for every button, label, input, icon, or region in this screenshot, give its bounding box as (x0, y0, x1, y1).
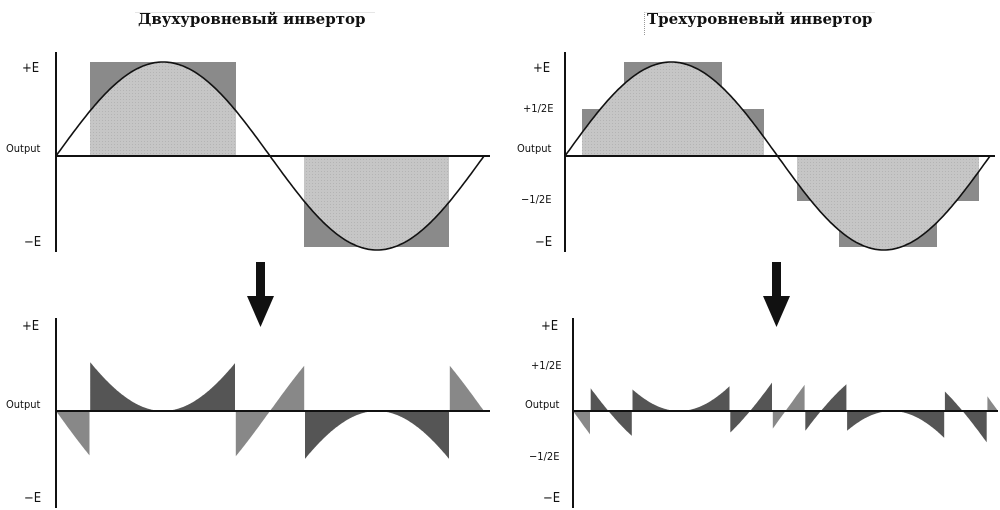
two-level-inverter-title: Двухуровневый инвертор (138, 10, 366, 28)
two-level-error-minus-e-label: −E (24, 491, 41, 506)
two-level-error-output-label: Output (6, 398, 40, 411)
three-level-reference-sine (564, 61, 991, 251)
title-left-rule (135, 12, 375, 13)
error-segment (449, 365, 484, 411)
three-level-sine-fill-positive (582, 62, 764, 156)
two-level-error-panel: +E Output −E (6, 318, 490, 508)
error-segment (590, 388, 632, 436)
error-segment (772, 384, 805, 429)
three-level-plus-e-label: +E (533, 61, 550, 76)
three-level-error-output-label: Output (525, 398, 559, 411)
two-level-plus-e-label: +E (22, 61, 39, 76)
error-segment (632, 386, 730, 411)
error-segment (847, 411, 945, 438)
two-level-error-plus-e-label: +E (22, 319, 39, 334)
error-segment (730, 382, 772, 433)
error-segment (305, 411, 449, 459)
three-level-error-plus-e-label: +E (541, 319, 558, 334)
three-level-error-panel: +E +1/2E Output −1/2E −E (525, 318, 998, 508)
error-segment (56, 411, 90, 456)
two-level-sine-fill-negative (304, 156, 449, 250)
error-segment (90, 362, 235, 411)
title-right-rule (644, 12, 875, 35)
error-segment (944, 391, 987, 443)
three-level-minus-e-label: −E (535, 235, 552, 250)
three-level-minus-half-e-label: −1/2E (521, 193, 551, 206)
three-level-output-panel: +E +1/2E Output −1/2E −E (517, 52, 995, 252)
three-level-error-plus-half-e-label: +1/2E (531, 359, 561, 372)
two-level-output-label: Output (6, 142, 40, 155)
three-level-output-label: Output (517, 142, 551, 155)
error-segment (573, 411, 590, 435)
error-segment (987, 396, 998, 411)
three-level-plus-half-e-label: +1/2E (523, 102, 553, 115)
two-level-sine-fill-positive (90, 62, 236, 156)
two-level-reference-sine (55, 61, 485, 251)
down-arrow-icon (247, 262, 274, 327)
three-level-sine-fill-negative (797, 156, 979, 250)
two-level-output-panel: +E Output −E (6, 52, 490, 252)
error-segment (805, 384, 847, 431)
three-level-error-waveform (573, 382, 998, 443)
three-level-error-minus-e-label: −E (543, 491, 560, 506)
two-level-minus-e-label: −E (24, 235, 41, 250)
three-level-error-minus-half-e-label: −1/2E (529, 450, 559, 463)
three-level-inverter-title: Трехуровневый инвертор (647, 10, 873, 28)
down-arrow-icon (763, 262, 790, 327)
